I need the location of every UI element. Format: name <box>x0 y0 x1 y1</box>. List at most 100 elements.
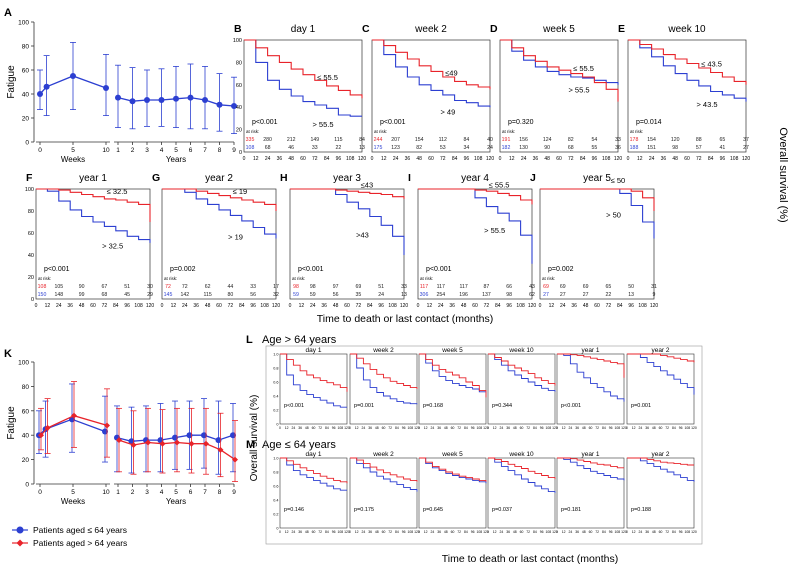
x-tick-label: 96 <box>332 530 336 534</box>
data-point <box>144 97 150 103</box>
at-risk-red: 156 <box>519 137 528 143</box>
at-risk-red: 97 <box>333 284 339 290</box>
x-tick-label: 10 <box>102 489 110 496</box>
at-risk-blue: 36 <box>615 145 621 151</box>
x-tick-label: 36 <box>533 156 539 162</box>
x-tick-label: 4 <box>160 489 164 496</box>
small-plot-frame <box>418 457 487 529</box>
x-tick-label: 84 <box>495 303 501 309</box>
small-panel-title: year 1 <box>581 347 599 354</box>
at-risk-blue: 98 <box>506 292 512 298</box>
at-risk-red: 82 <box>568 137 574 143</box>
x-tick-label: 72 <box>356 303 362 309</box>
overall-survival-ylabel-top: Overall survival (%) <box>777 127 789 222</box>
km-curve-blue <box>162 188 277 239</box>
at-risk-label: at risk: <box>164 276 177 281</box>
x-tick-label: 60 <box>344 303 350 309</box>
data-point <box>230 432 236 439</box>
y-tick-label: 0.8 <box>273 367 278 371</box>
x-tick-label: 5 <box>174 147 178 154</box>
x-tick-label: 9 <box>232 147 236 154</box>
x-tick-label: 96 <box>540 530 544 534</box>
age-under-title: Age ≤ 64 years <box>262 439 336 451</box>
at-risk-blue: 46 <box>288 145 294 151</box>
km-curve-red <box>419 353 487 398</box>
x-tick-label: 84 <box>464 530 468 534</box>
x-tick-label: 84 <box>533 530 537 534</box>
label-red-group: ≤ 43.5 <box>701 59 722 68</box>
small-plot-frame <box>487 353 556 425</box>
data-point <box>44 424 51 431</box>
x-tick-label: 72 <box>696 156 702 162</box>
x-tick-label: 96 <box>628 303 634 309</box>
at-risk-red: 43 <box>529 284 535 290</box>
x-tick-label: 48 <box>583 303 589 309</box>
x-tick-label: 36 <box>575 530 579 534</box>
x-tick-label: 72 <box>388 530 392 534</box>
x-tick-label: 5 <box>174 489 178 496</box>
at-risk-label: at risk: <box>630 129 643 134</box>
p-value: p<0.001 <box>380 119 406 126</box>
x-tick-label: 36 <box>506 426 510 430</box>
panel-title: year 2 <box>205 173 233 184</box>
at-risk-red: 88 <box>696 137 702 143</box>
x-tick-label: 36 <box>437 426 441 430</box>
x-tick-label: 48 <box>305 530 309 534</box>
x-tick-label: 12 <box>562 426 566 430</box>
y-tick-label: 60 <box>236 83 242 89</box>
panel-letter: C <box>362 23 370 35</box>
x-tick-label: 0 <box>626 426 628 430</box>
km-curve-red <box>500 39 619 102</box>
at-risk-red: 33 <box>401 284 407 290</box>
at-risk-red: 117 <box>459 284 467 290</box>
x-tick-label: 108 <box>134 303 143 309</box>
p-value: p=0.002 <box>170 266 196 273</box>
small-km-M-2: week 5 p=0.645 0 12 24 36 48 60 72 84 96 108 120 <box>418 451 489 534</box>
data-point <box>130 441 137 448</box>
x-tick-label: 3 <box>145 147 149 154</box>
x-tick-label: 0 <box>487 530 489 534</box>
y-tick-label: 1.0 <box>273 353 278 357</box>
x-tick-label: 96 <box>332 426 336 430</box>
small-panel-title: year 1 <box>581 451 599 458</box>
x-tick-label: 12 <box>637 156 643 162</box>
label-blue-group: > 55.5 <box>568 85 589 94</box>
panel-letter-m: M <box>246 439 255 451</box>
x-tick-label: 84 <box>672 530 676 534</box>
label-blue-group: > 50 <box>606 211 621 220</box>
y-tick-label: 60 <box>22 68 30 75</box>
at-risk-blue: 59 <box>293 292 299 298</box>
at-risk-red: 120 <box>671 137 680 143</box>
x-tick-label: 108 <box>684 530 690 534</box>
x-tick-label: 24 <box>438 303 444 309</box>
at-risk-blue: 53 <box>440 145 446 151</box>
x-tick-label: 120 <box>614 156 623 162</box>
x-tick-label: 72 <box>665 530 669 534</box>
data-point <box>186 432 193 439</box>
x-tick-label: 0 <box>38 489 42 496</box>
x-tick-label: 12 <box>45 303 51 309</box>
x-tick-label: 36 <box>645 426 649 430</box>
x-tick-label: 36 <box>277 156 283 162</box>
years-label: Years <box>166 497 186 506</box>
p-value: p=0.014 <box>636 119 662 126</box>
x-tick-label: 96 <box>720 156 726 162</box>
x-tick-label: 48 <box>513 426 517 430</box>
x-tick-label: 48 <box>205 303 211 309</box>
x-tick-label: 84 <box>395 530 399 534</box>
at-risk-red: 124 <box>543 137 552 143</box>
x-tick-label: 60 <box>520 530 524 534</box>
p-value: p<0.001 <box>252 119 278 126</box>
x-tick-label: 108 <box>614 426 620 430</box>
at-risk-blue: 99 <box>79 292 85 298</box>
p-value: p=0.146 <box>284 507 304 513</box>
x-tick-label: 8 <box>218 147 222 154</box>
data-point <box>102 428 108 435</box>
mean-line <box>38 418 106 436</box>
km-curve-red <box>540 188 655 211</box>
km-curve-blue <box>557 353 625 402</box>
years-label: Years <box>166 155 186 164</box>
small-panel-title: year 2 <box>651 347 669 354</box>
x-tick-label: 48 <box>461 303 467 309</box>
